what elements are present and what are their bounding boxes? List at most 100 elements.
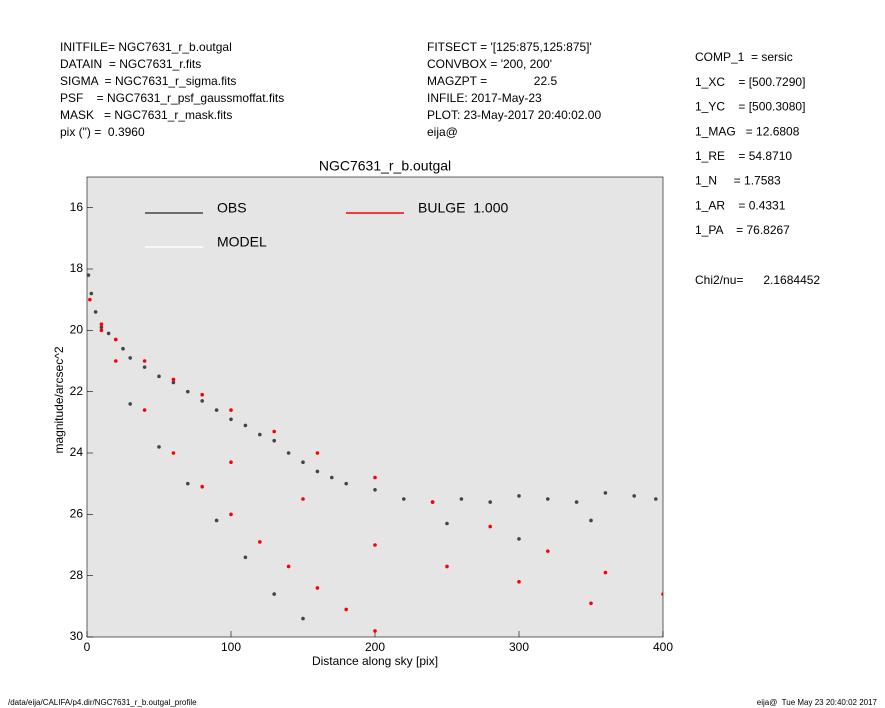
- point: [99, 328, 104, 333]
- point: [517, 494, 521, 498]
- x-tick-label: 100: [221, 640, 241, 654]
- x-axis-label: Distance along sky [pix]: [312, 654, 438, 668]
- chi2: Chi2/nu= 2.1684452: [695, 273, 820, 287]
- point: [87, 273, 91, 277]
- point: [200, 392, 204, 397]
- point: [214, 518, 219, 523]
- point: [344, 607, 349, 612]
- header-right: 1_PA = 76.8267: [695, 223, 790, 237]
- header-right: 1_YC = [500.3080]: [695, 100, 805, 114]
- point: [603, 570, 608, 575]
- point: [114, 337, 118, 342]
- y-tick-label: 22: [70, 384, 84, 398]
- point: [286, 564, 291, 569]
- x-tick-label: 400: [653, 640, 673, 654]
- point: [330, 475, 334, 480]
- header-left: DATAIN = NGC7631_r.fits: [60, 57, 201, 71]
- header-left: SIGMA = NGC7631_r_sigma.fits: [60, 74, 236, 88]
- y-tick-label: 18: [70, 261, 84, 275]
- point: [373, 629, 377, 633]
- point: [171, 377, 176, 382]
- point: [128, 402, 132, 406]
- x-tick-label: 200: [365, 640, 385, 654]
- point: [546, 549, 550, 553]
- point: [214, 408, 219, 412]
- point: [589, 601, 593, 606]
- y-tick-label: 24: [70, 445, 84, 459]
- point: [488, 524, 493, 529]
- point: [402, 497, 406, 501]
- point: [488, 500, 493, 504]
- x-tick-label: 0: [84, 640, 91, 654]
- y-tick-label: 20: [70, 323, 84, 337]
- y-tick-label: 26: [70, 507, 84, 521]
- header-middle: FITSECT = '[125:875,125:875]': [427, 40, 592, 54]
- y-axis-label: magnitude/arcsec^2: [52, 346, 66, 453]
- y-tick-label: 16: [70, 200, 84, 214]
- x-tick-label: 300: [509, 640, 529, 654]
- header-left: INITFILE= NGC7631_r_b.outgal: [60, 40, 232, 54]
- point: [430, 500, 435, 504]
- point: [93, 310, 98, 314]
- point: [632, 494, 636, 498]
- header-middle: PLOT: 23-May-2017 20:40:02.00: [427, 108, 601, 122]
- legend-label: MODEL: [217, 234, 267, 250]
- point: [171, 451, 176, 455]
- point: [157, 445, 161, 449]
- point: [373, 475, 377, 480]
- plot-area: [86, 176, 664, 638]
- point: [114, 359, 118, 363]
- header-middle: MAGZPT = 22.5: [427, 74, 557, 88]
- point: [315, 469, 320, 474]
- point: [243, 423, 248, 428]
- point: [142, 408, 147, 412]
- header-right: COMP_1 = sersic: [695, 50, 793, 64]
- point: [186, 389, 190, 394]
- point: [89, 291, 94, 296]
- point: [229, 408, 233, 412]
- point: [373, 488, 377, 492]
- point: [186, 481, 190, 486]
- point: [200, 484, 204, 489]
- point: [142, 359, 147, 363]
- point: [445, 564, 449, 569]
- footer-path: /data/eija/CALIFA/p4.dir/NGC7631_r_b.out…: [8, 698, 197, 707]
- point: [301, 497, 305, 501]
- point: [654, 497, 658, 501]
- point: [373, 543, 377, 547]
- chart-title: NGC7631_r_b.outgal: [319, 158, 451, 174]
- footer-date: eija@ Tue May 23 20:40:02 2017: [757, 698, 878, 707]
- point: [121, 346, 125, 351]
- point: [517, 537, 521, 541]
- point: [603, 491, 608, 495]
- point: [88, 297, 92, 302]
- header-middle: CONVBOX = '200, 200': [427, 57, 552, 71]
- point: [171, 380, 176, 385]
- point: [517, 580, 521, 584]
- header-right: 1_XC = [500.7290]: [695, 75, 805, 89]
- legend-label: OBS: [217, 200, 247, 216]
- point: [258, 540, 262, 544]
- point: [258, 432, 262, 437]
- header-middle: INFILE: 2017-May-23: [427, 91, 542, 105]
- point: [272, 429, 277, 434]
- point: [128, 356, 132, 360]
- header-right: 1_RE = 54.8710: [695, 149, 792, 163]
- point: [315, 586, 320, 590]
- point: [301, 616, 305, 621]
- point: [589, 518, 593, 523]
- point: [243, 555, 248, 560]
- header-left: MASK = NGC7631_r_mask.fits: [60, 108, 232, 122]
- header-left: pix (") = 0.3960: [60, 125, 145, 139]
- point: [99, 322, 104, 327]
- point: [229, 417, 233, 422]
- point: [106, 331, 111, 336]
- header-left: PSF = NGC7631_r_psf_gaussmoffat.fits: [60, 91, 284, 105]
- point: [142, 365, 147, 369]
- points: [87, 273, 663, 633]
- point: [200, 399, 204, 403]
- point: [157, 374, 161, 379]
- header-right: 1_AR = 0.4331: [695, 198, 786, 212]
- point: [301, 460, 305, 465]
